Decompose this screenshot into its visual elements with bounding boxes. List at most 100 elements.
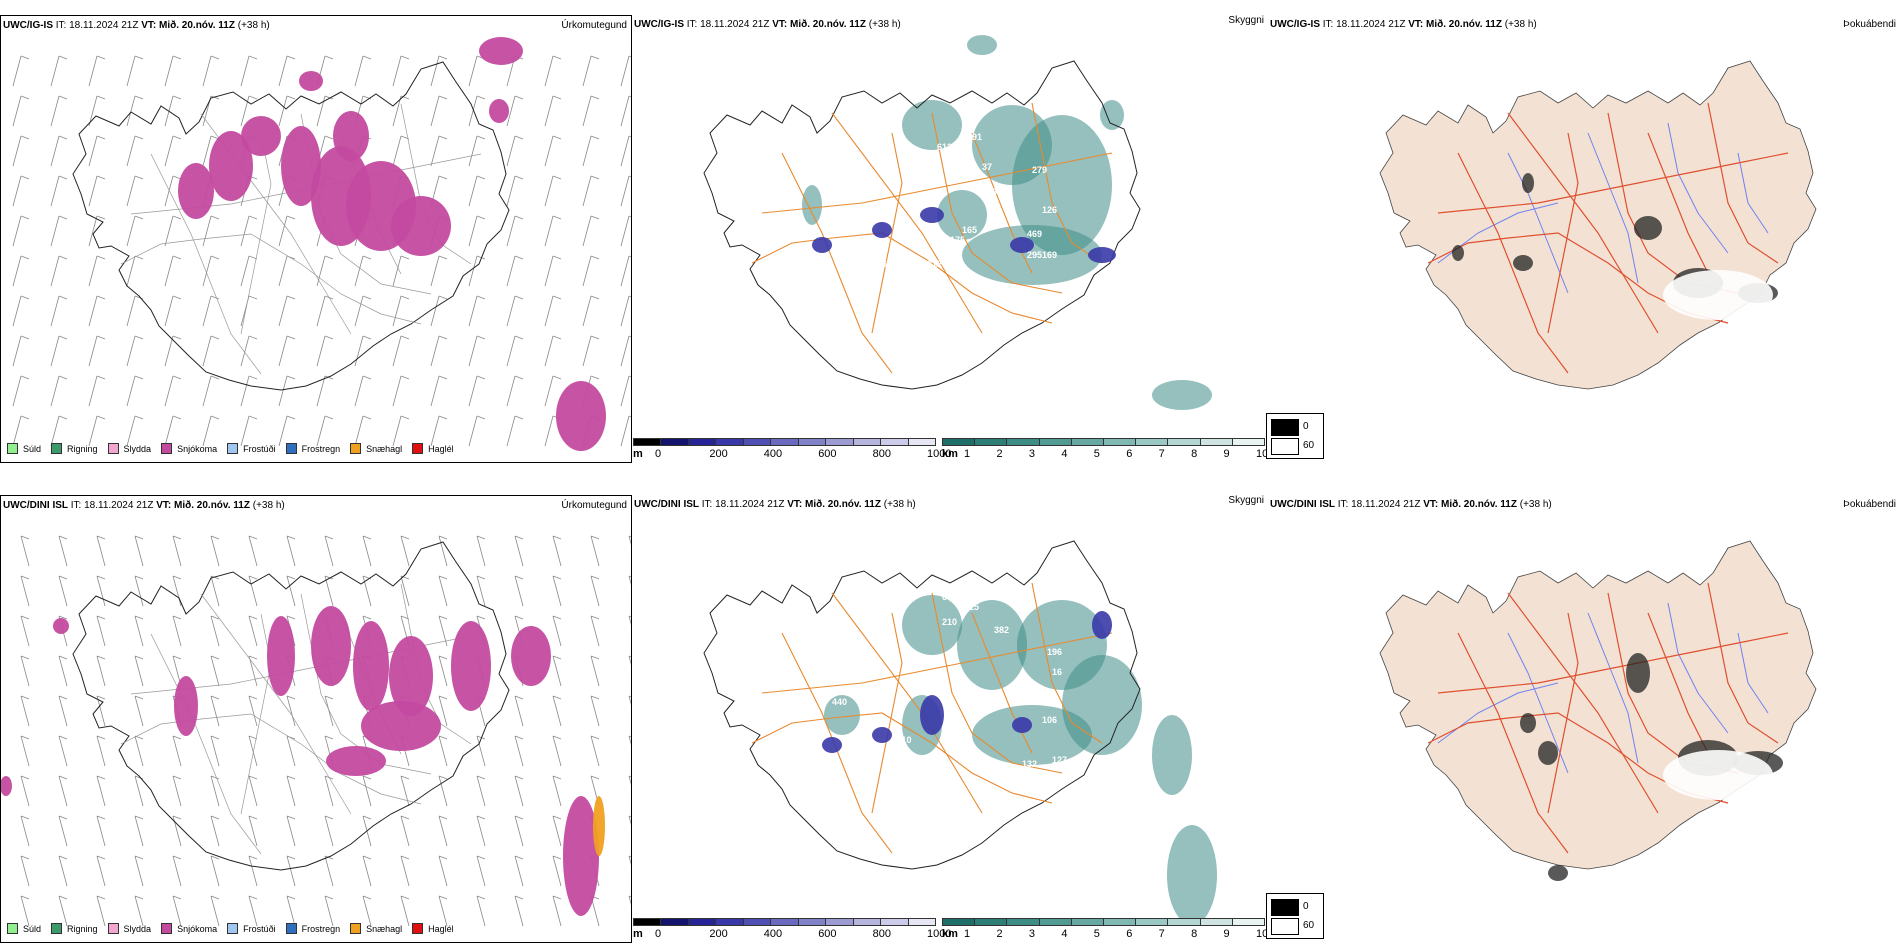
wind-barb: [286, 735, 296, 767]
precip-type-panel-row1: UWC/IG-IS IT: 18.11.2024 21Z VT: Mið. 20…: [0, 15, 632, 463]
wind-barb: [240, 95, 250, 127]
visibility-colorbar-row2: km 1 2 3 4 5 6 7 8 9 10: [942, 918, 1268, 942]
wind-barb-flag: [20, 855, 30, 860]
wind-barb-flag: [172, 615, 182, 620]
wind-barb-flag: [172, 775, 182, 780]
cloud-base-label: 107: [884, 757, 899, 767]
model-name: UWC/IG-IS: [634, 19, 684, 30]
wind-barb: [392, 135, 402, 167]
wind-barb-flag: [20, 615, 30, 620]
wind-barb-flag: [286, 335, 296, 340]
snow-area: [489, 99, 509, 123]
wind-barb-flag: [210, 855, 220, 860]
wind-barb-flag: [362, 815, 372, 820]
legend-swatch: [161, 923, 173, 934]
wind-barb: [248, 735, 258, 767]
wind-barb-flag: [58, 375, 68, 380]
legend-swatch: [285, 923, 297, 934]
wind-barb-flag: [96, 775, 106, 780]
wind-barb-flag: [172, 895, 182, 900]
legend-swatch: [227, 443, 239, 454]
wind-barb-flag: [400, 55, 410, 60]
wind-barb-flag: [96, 295, 106, 300]
legend-item: Snæhagl: [350, 443, 402, 454]
panel-variable-title: Skyggni: [1228, 495, 1264, 506]
it-label: IT:: [701, 499, 713, 510]
colorbar-segment: [880, 438, 909, 446]
wind-barb-flag: [438, 655, 448, 660]
wind-barb: [354, 335, 364, 367]
wind-barb: [544, 375, 554, 407]
wind-barb: [20, 815, 30, 847]
wind-barb-flag: [590, 615, 600, 620]
colorbar-tick: 1: [964, 448, 971, 460]
wind-barb: [126, 335, 136, 367]
wind-barb: [544, 255, 554, 287]
vt-label: VT:: [787, 499, 803, 510]
cloud-base-label: 440: [832, 697, 847, 707]
snow-area: [174, 676, 198, 736]
wind-barb: [210, 615, 220, 647]
wind-barb: [628, 535, 631, 546]
model-name: UWC/IG-IS: [3, 20, 53, 31]
wind-barb: [50, 55, 60, 87]
fog-indicator-area: [1520, 713, 1536, 733]
wind-barb: [628, 815, 631, 826]
wind-barb: [552, 655, 562, 687]
snow-area: [1, 776, 12, 796]
wind-barb: [514, 855, 524, 887]
wind-barb-flag: [400, 575, 410, 580]
wind-barb: [552, 535, 562, 567]
wind-barb: [134, 895, 144, 927]
legend-item: Súld: [7, 923, 41, 934]
low-cloud-base-area: [822, 737, 842, 753]
wind-barb: [506, 375, 516, 407]
wind-barb-flag: [514, 895, 524, 900]
legend-label: Snjókoma: [177, 923, 218, 934]
wind-barb-flag: [134, 535, 144, 540]
wind-barb-flag: [362, 375, 372, 380]
colorbar-segment: [1167, 438, 1201, 446]
wind-barb: [590, 695, 600, 727]
colorbar-tick: 4: [1061, 928, 1068, 940]
wind-barb-flag: [628, 335, 631, 338]
colorbar-segment: [1199, 438, 1233, 446]
cloud-base-label: 133: [1124, 259, 1139, 269]
lead-time: (+38 h): [1504, 19, 1537, 30]
wind-barb-flag: [210, 95, 220, 100]
colorbar-tick: 0: [655, 448, 662, 460]
wind-barb: [438, 575, 448, 607]
wind-barb: [58, 895, 68, 927]
wind-barb: [164, 135, 174, 167]
wind-barb: [50, 415, 60, 447]
wind-barb: [50, 255, 60, 287]
road-line: [150, 633, 262, 855]
wind-barb: [248, 695, 258, 727]
road-line: [1647, 132, 1709, 274]
wind-barb: [58, 735, 68, 767]
wind-barb: [278, 95, 288, 127]
wind-barb: [354, 55, 364, 87]
fog-legend-swatch-high: [1271, 438, 1299, 455]
wind-barbs: [12, 55, 631, 447]
wind-barb-flag: [96, 695, 106, 700]
wind-barb: [552, 815, 562, 847]
legend-swatch: [285, 443, 297, 454]
panel-header: UWC/DINI ISL IT: 18.11.2024 21Z VT: Mið.…: [634, 499, 916, 510]
wind-barb-flag: [172, 55, 182, 60]
wind-barb: [286, 815, 296, 847]
wind-barb-flag: [362, 335, 372, 340]
it-value: 18.11.2024 21Z: [1336, 19, 1406, 30]
wind-barb: [438, 775, 448, 807]
cloud-base-label: 196: [1047, 647, 1062, 657]
wind-barb: [126, 135, 136, 167]
wind-barb-flag: [476, 575, 486, 580]
fog-legend-row2: 0 60: [1266, 893, 1324, 939]
wind-barb-flag: [286, 775, 296, 780]
wind-barb: [468, 255, 478, 287]
colorbar-tick: 9: [1223, 928, 1230, 940]
wind-barb-flag: [438, 775, 448, 780]
wind-barb: [58, 815, 68, 847]
wind-barb-flag: [134, 175, 144, 180]
wind-barb: [468, 175, 478, 207]
